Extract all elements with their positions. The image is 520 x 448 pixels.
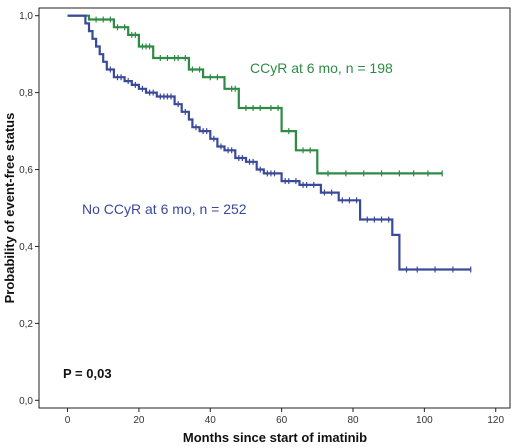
p-value-annotation: P = 0,03 <box>63 366 112 381</box>
y-tick-label: 0,4 <box>19 242 33 253</box>
x-tick-label: 0 <box>65 415 71 426</box>
y-tick-label: 1,0 <box>19 11 33 22</box>
x-tick-label: 60 <box>276 415 288 426</box>
km-step-line <box>67 14 443 175</box>
series-2 <box>67 14 472 273</box>
label-layer: 0 20 40 60 80 100 120 0,0 0,2 0,4 0,6 0,8 1,0 CCyR at… <box>19 11 504 426</box>
y-tick-label: 0,2 <box>19 319 33 330</box>
tick-layer <box>35 15 497 412</box>
series-1 <box>67 14 443 177</box>
y-tick-label: 0,6 <box>19 165 33 176</box>
y-axis-title: Probability of event-free status <box>2 113 17 304</box>
km-step-line <box>67 14 471 271</box>
x-tick-label: 20 <box>133 415 145 426</box>
plot-frame <box>38 7 511 409</box>
y-tick-label: 0,0 <box>19 396 33 407</box>
x-tick-label: 100 <box>416 415 433 426</box>
series-label: No CCyR at 6 mo, n = 252 <box>82 201 247 217</box>
series-layer <box>67 14 472 273</box>
x-tick-label: 80 <box>347 415 359 426</box>
x-axis-title: Months since start of imatinib <box>183 430 367 445</box>
y-tick-label: 0,8 <box>19 88 33 99</box>
x-tick-label: 120 <box>487 415 504 426</box>
series-label: CCyR at 6 mo, n = 198 <box>250 60 393 76</box>
x-tick-label: 40 <box>205 415 217 426</box>
